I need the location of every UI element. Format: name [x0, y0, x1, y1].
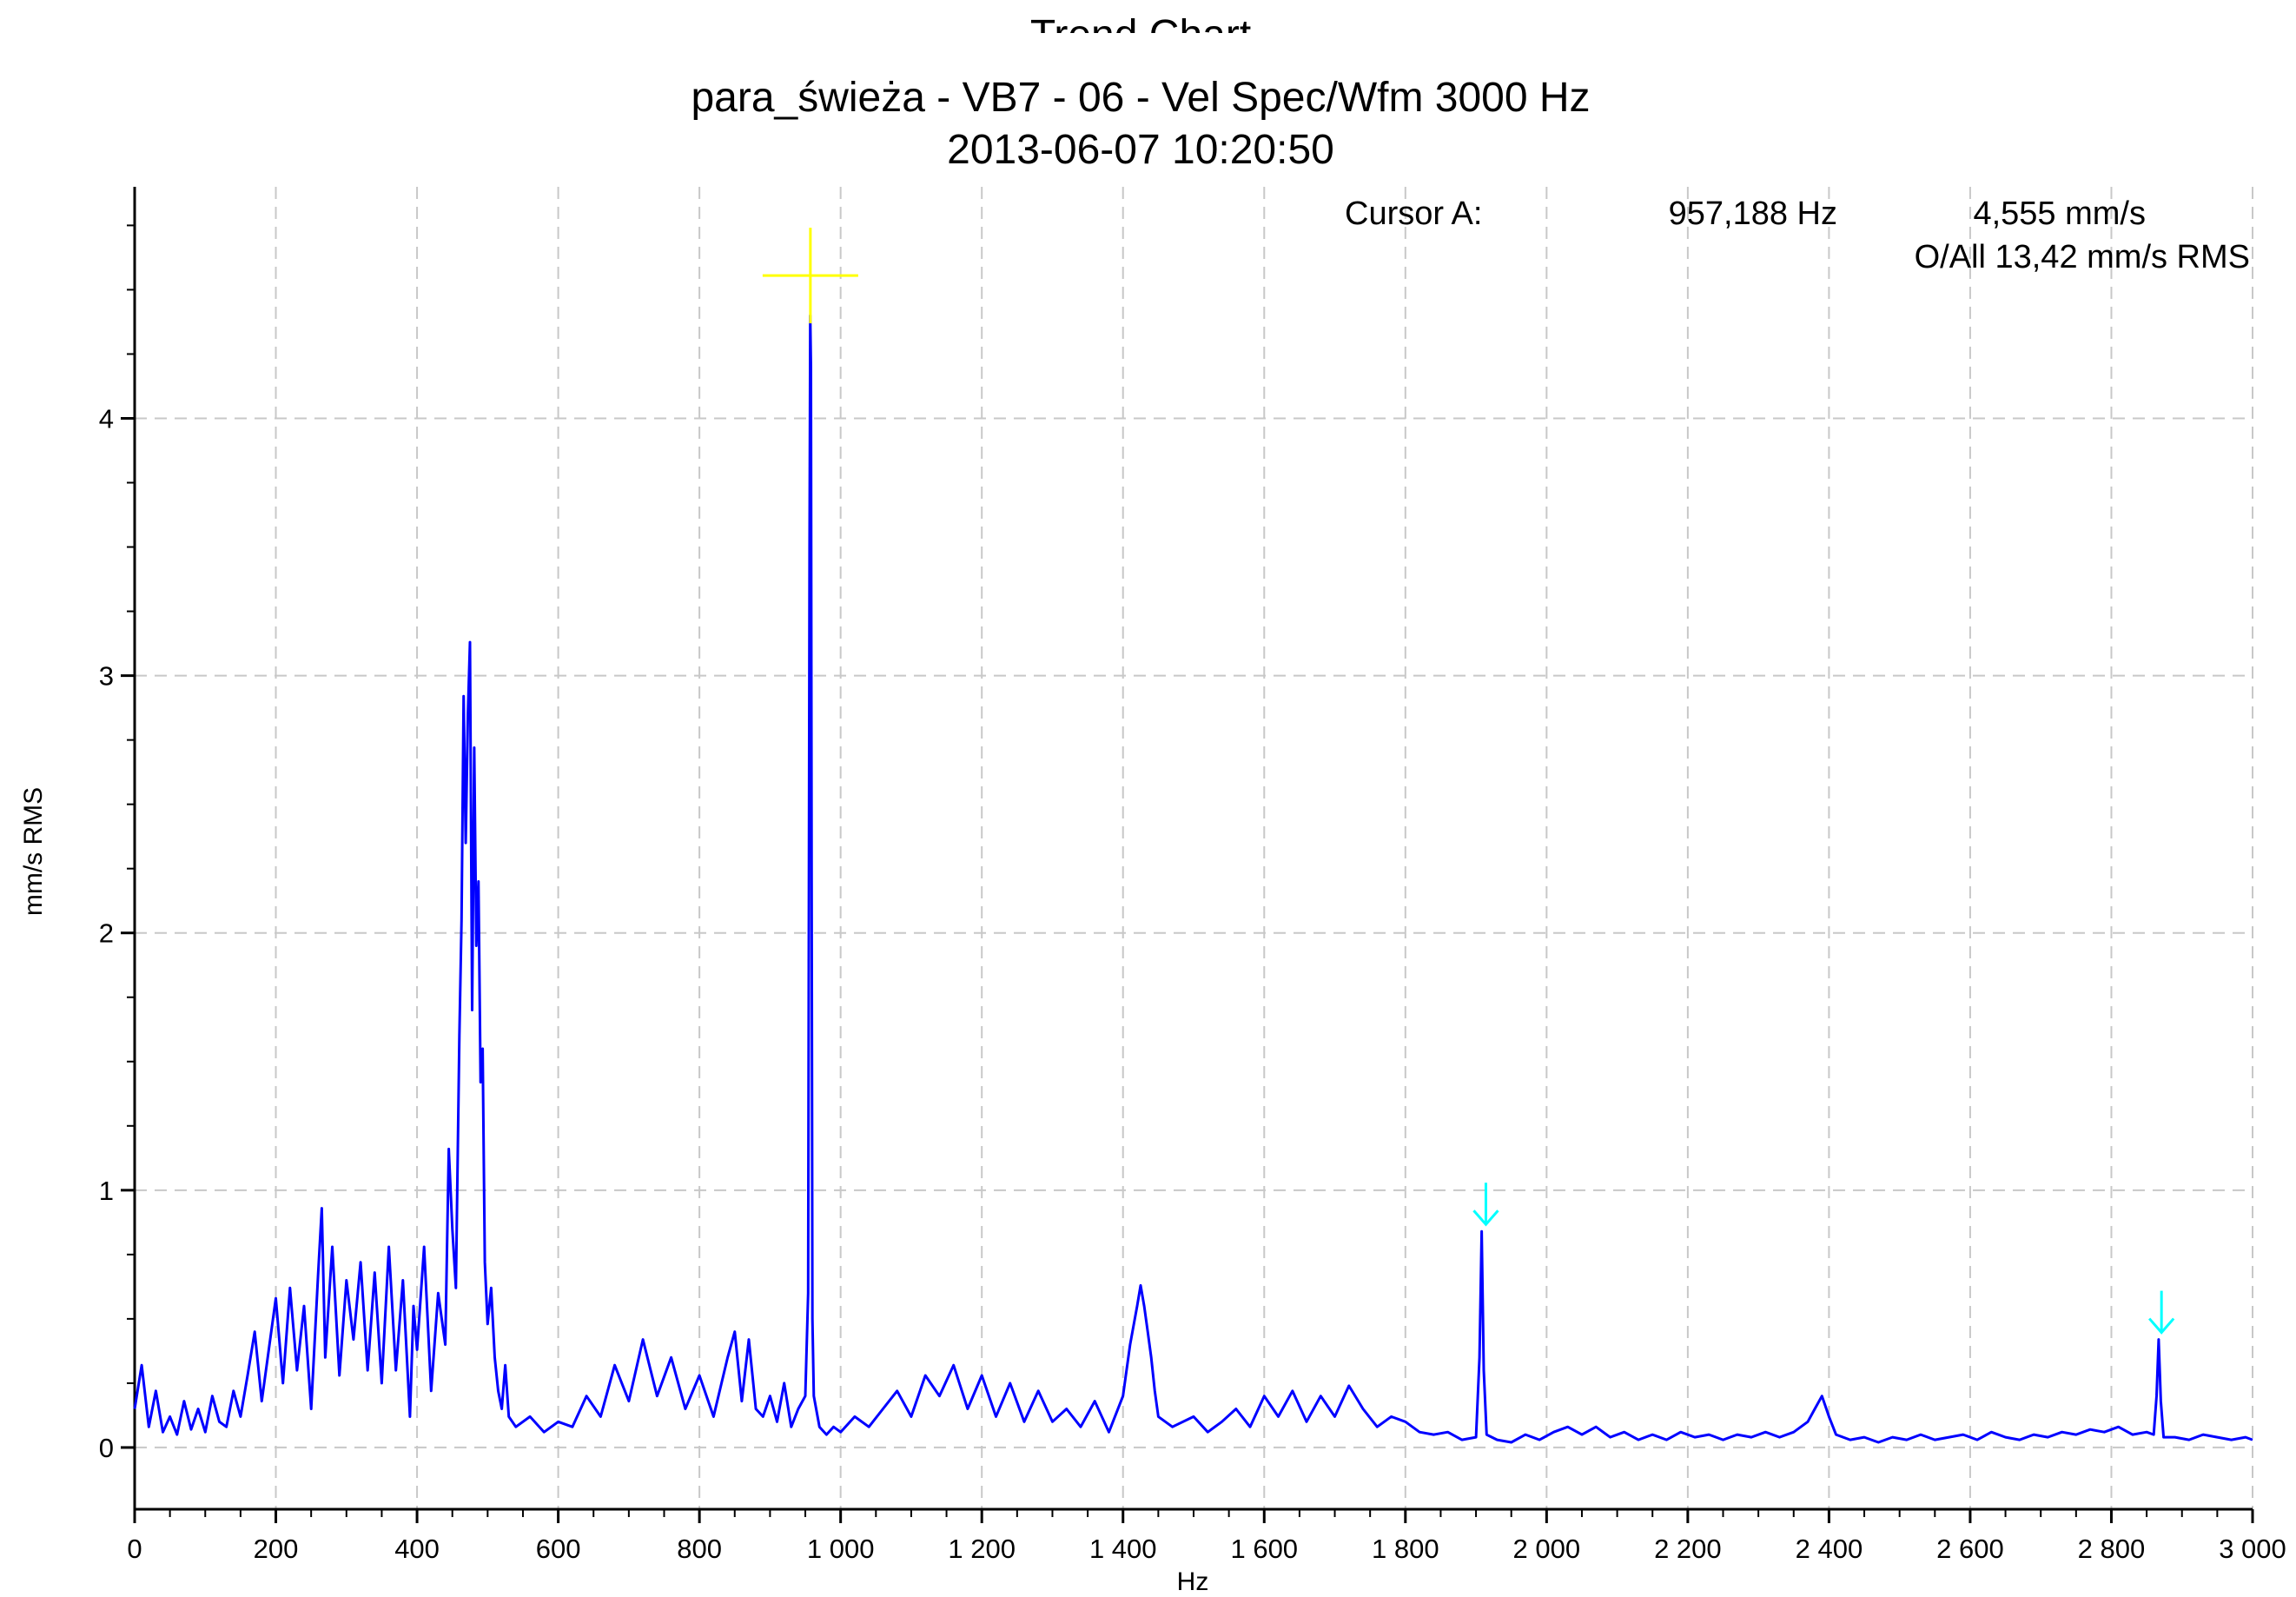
cursor-label: Cursor A: — [1345, 195, 1482, 232]
cursor-amplitude: 4,555 mm/s — [1973, 195, 2146, 232]
x-tick-label: 2 200 — [1654, 1534, 1722, 1564]
x-tick-label: 2 400 — [1796, 1534, 1863, 1564]
harmonic-markers — [1472, 1183, 2175, 1335]
y-axis-label: mm/s RMS — [19, 787, 48, 916]
y-tick-label: 4 — [99, 403, 114, 434]
x-tick-label: 200 — [254, 1534, 299, 1564]
chart-subtitle: 2013-06-07 10:20:50 — [947, 127, 1334, 173]
harmonic-marker-arrow — [2148, 1317, 2175, 1335]
x-tick-label: 1 000 — [807, 1534, 875, 1564]
x-tick-label: 400 — [394, 1534, 440, 1564]
cursor-crosshair — [762, 228, 858, 324]
cursor-frequency: 957,188 Hz — [1669, 195, 1837, 232]
overall-rms: O/All 13,42 mm/s RMS — [1915, 239, 2250, 275]
spectrum-line — [133, 314, 2253, 1444]
x-tick-label: 1 200 — [948, 1534, 1016, 1564]
x-tick-label: 2 800 — [2078, 1534, 2146, 1564]
plot-area — [133, 314, 2253, 1444]
title-clip-mask — [0, 33, 2296, 54]
axes — [121, 187, 2254, 1523]
x-axis-label: Hz — [1177, 1567, 1209, 1596]
x-tick-label: 2 000 — [1513, 1534, 1581, 1564]
y-tick-label: 3 — [99, 661, 114, 692]
y-tick-labels: 0 1 2 3 4 — [99, 403, 114, 1462]
x-tick-label: 800 — [677, 1534, 722, 1564]
x-tick-labels: 0 200 400 600 800 1 000 1 200 1 400 1 600 1 800 2 … — [127, 1534, 2286, 1564]
harmonic-marker-arrow — [1472, 1209, 1499, 1227]
grid-lines — [135, 187, 2253, 1509]
x-tick-label: 1 400 — [1089, 1534, 1157, 1564]
y-tick-label: 1 — [99, 1176, 114, 1206]
x-tick-label: 600 — [536, 1534, 581, 1564]
x-tick-label: 3 000 — [2219, 1534, 2286, 1564]
x-tick-label: 2 600 — [1936, 1534, 2004, 1564]
y-tick-label: 0 — [99, 1433, 114, 1463]
y-tick-label: 2 — [99, 918, 114, 949]
chart-title: para_świeża - VB7 - 06 - Vel Spec/Wfm 30… — [691, 75, 1590, 121]
x-tick-label: 1 600 — [1230, 1534, 1298, 1564]
x-tick-label: 1 800 — [1372, 1534, 1439, 1564]
x-tick-label: 0 — [127, 1534, 142, 1564]
